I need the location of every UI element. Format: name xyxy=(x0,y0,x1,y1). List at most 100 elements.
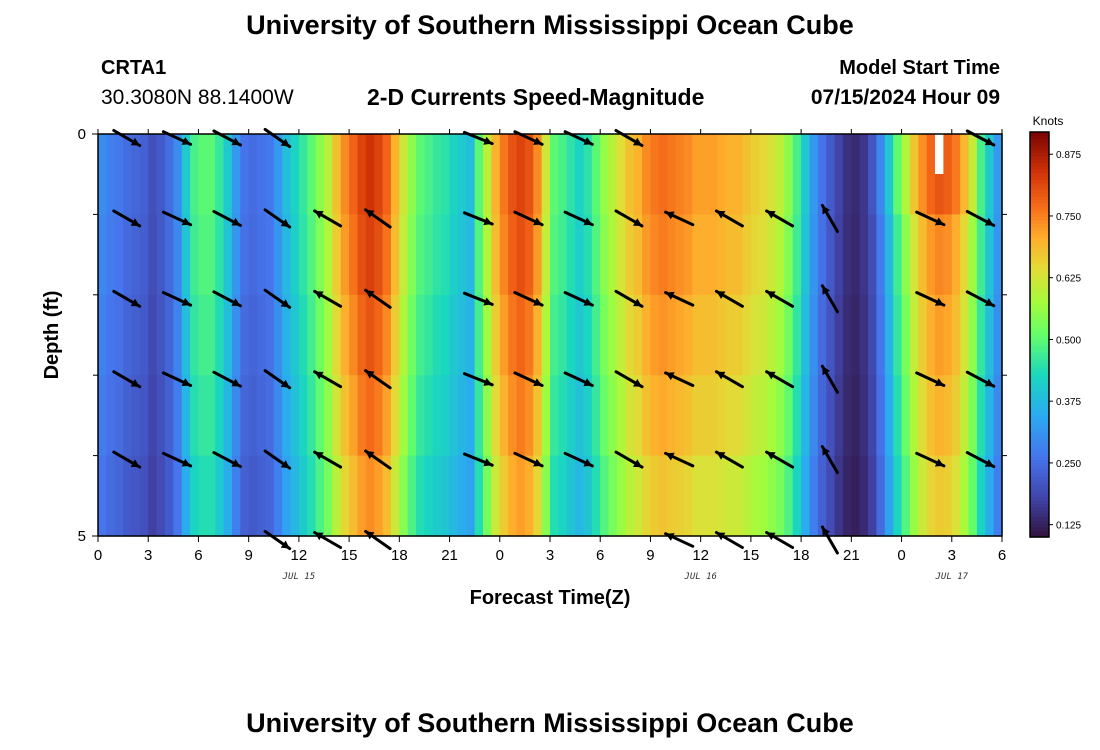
heatmap-cell xyxy=(148,375,158,457)
colorbar-segment xyxy=(1030,226,1049,231)
heatmap-cell xyxy=(960,214,970,296)
heatmap-cell xyxy=(909,375,919,457)
x-tick-label: 0 xyxy=(94,547,102,564)
heatmap-cell xyxy=(776,214,785,296)
heatmap-cell xyxy=(550,294,559,376)
current-vector xyxy=(614,129,644,147)
heatmap-cell xyxy=(608,134,618,215)
heatmap-cell xyxy=(960,294,970,376)
heatmap-cell xyxy=(206,134,216,215)
heatmap-cell xyxy=(842,375,852,457)
heatmap-cell xyxy=(985,214,995,296)
colorbar-segment xyxy=(1030,351,1049,356)
colorbar-segment xyxy=(1030,192,1049,197)
x-tick-label: 21 xyxy=(441,547,458,564)
heatmap-cell xyxy=(600,134,610,215)
heatmap-cell xyxy=(993,214,1003,296)
heatmap-cell xyxy=(148,134,158,215)
colorbar-segment xyxy=(1030,246,1049,251)
colorbar-segment xyxy=(1030,229,1049,234)
heatmap-cell xyxy=(164,455,174,537)
heatmap-cell xyxy=(575,375,585,457)
heatmap-cell xyxy=(231,455,241,537)
heatmap-cell xyxy=(792,294,802,376)
heatmap-cell xyxy=(700,214,710,296)
heatmap-cell xyxy=(407,214,417,296)
vector-head xyxy=(665,372,675,381)
heatmap-cell xyxy=(315,294,325,376)
vector-head xyxy=(583,297,593,306)
heatmap-cell xyxy=(901,214,911,296)
colorbar-segment xyxy=(1030,186,1049,190)
heatmap-cell xyxy=(139,294,149,376)
colorbar-segment xyxy=(1030,415,1049,420)
vector-head xyxy=(822,205,830,215)
heatmap-cell xyxy=(307,375,317,457)
vector-head xyxy=(633,137,642,146)
heatmap-cell xyxy=(901,375,911,457)
current-vector xyxy=(364,208,392,229)
colorbar-segment xyxy=(1030,260,1049,265)
current-vector xyxy=(563,451,594,468)
heatmap-cell xyxy=(491,134,501,215)
current-vector xyxy=(263,208,292,229)
heatmap-cell xyxy=(951,214,961,296)
heatmap-cell xyxy=(541,134,551,215)
heatmap-cell xyxy=(935,214,945,296)
heatmap-cell xyxy=(164,214,174,296)
heatmap-cell xyxy=(223,214,233,296)
colorbar-segment xyxy=(1030,155,1049,160)
heatmap-cell xyxy=(675,455,685,537)
heatmap-cell xyxy=(508,455,518,537)
vector-head xyxy=(934,378,944,387)
heatmap-cell xyxy=(817,214,827,296)
current-vector xyxy=(263,369,292,390)
heatmap-cell xyxy=(616,294,626,376)
heatmap-cell xyxy=(759,375,769,457)
heatmap-cell xyxy=(935,455,945,537)
heatmap-cell xyxy=(884,455,894,537)
station-coordinates: 30.3080N 88.1400W xyxy=(101,86,294,109)
colorbar-segment xyxy=(1030,206,1049,211)
colorbar-segment xyxy=(1030,270,1049,275)
vector-head xyxy=(483,458,493,467)
heatmap-cell xyxy=(290,214,300,296)
heatmap-cell xyxy=(382,214,392,296)
colorbar-segment xyxy=(1030,533,1049,538)
vector-head xyxy=(665,452,675,461)
heatmap-cell xyxy=(273,294,283,376)
heatmap-cell xyxy=(591,375,601,457)
colorbar-segment xyxy=(1030,435,1049,440)
heatmap-cell xyxy=(993,294,1003,376)
heatmap-cell xyxy=(985,294,995,376)
heatmap-cell xyxy=(709,375,719,457)
heatmap-cell xyxy=(483,294,493,376)
heatmap-cell xyxy=(918,375,928,457)
colorbar-tick-label: 0.625 xyxy=(1056,274,1081,285)
heatmap-cell xyxy=(198,455,208,537)
heatmap-cell xyxy=(642,375,652,457)
heatmap-cell xyxy=(976,214,986,296)
colorbar-segment xyxy=(1030,297,1049,302)
current-vector xyxy=(915,371,946,387)
current-vector xyxy=(263,288,292,309)
current-vector xyxy=(263,529,292,551)
heatmap-cell xyxy=(290,294,300,376)
heatmap-cell xyxy=(399,375,409,457)
heatmap-cell xyxy=(223,134,233,215)
heatmap-cell xyxy=(164,134,174,215)
colorbar-segment xyxy=(1030,425,1049,430)
heatmap-cell xyxy=(416,375,426,457)
current-vector xyxy=(614,450,644,469)
x-tick-label: 12 xyxy=(291,547,308,564)
vector-head xyxy=(181,378,191,387)
heatmap-cell xyxy=(717,134,727,215)
heatmap-cell xyxy=(390,375,400,457)
colorbar-segment xyxy=(1030,378,1049,383)
heatmap-cell xyxy=(976,134,986,215)
heatmap-cell xyxy=(349,294,359,376)
heatmap-cell xyxy=(868,455,878,537)
heatmap-cell xyxy=(432,294,442,376)
heatmap-cell xyxy=(449,375,459,457)
colorbar-segment xyxy=(1030,456,1049,460)
